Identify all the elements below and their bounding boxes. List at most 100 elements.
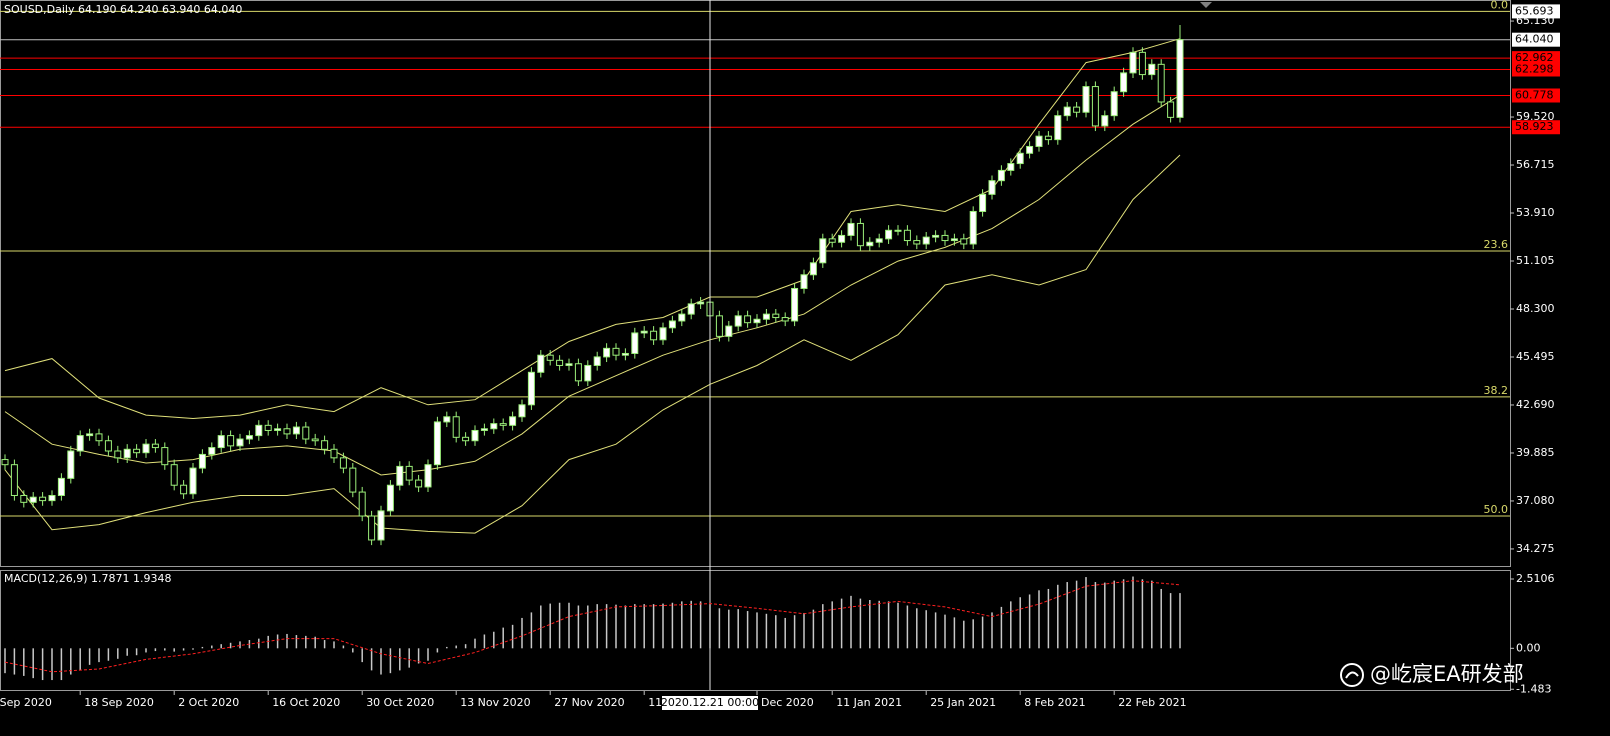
candle-body — [480, 428, 488, 431]
price-level-label: 58.923 — [1515, 120, 1554, 133]
candle-body — [1120, 72, 1128, 93]
candle-body — [161, 447, 169, 466]
candle-body — [1110, 91, 1118, 117]
candle-body — [377, 510, 385, 541]
candle-body — [415, 479, 423, 488]
x-tick-label: 2 Oct 2020 — [178, 696, 239, 709]
candle-body — [339, 457, 347, 469]
candle-body — [1129, 51, 1137, 74]
candle-body — [321, 440, 329, 450]
candle-body — [67, 450, 75, 479]
y-tick-label: 0.00 — [1516, 641, 1541, 654]
y-tick-label: 51.105 — [1516, 254, 1555, 267]
candle-body — [762, 313, 770, 320]
candle-body — [565, 363, 573, 366]
candle-body — [1073, 106, 1081, 113]
candle-body — [659, 327, 667, 341]
y-tick-label: 42.690 — [1516, 398, 1555, 411]
candle-body — [1091, 86, 1099, 127]
x-tick-label: 11 Jan 2021 — [836, 696, 902, 709]
candle-body — [922, 236, 930, 245]
candle-body — [1016, 152, 1024, 165]
candle-body — [245, 435, 253, 440]
x-tick-label: 13 Nov 2020 — [460, 696, 530, 709]
candle-body — [236, 438, 244, 447]
candle-body — [819, 238, 827, 264]
candle-body — [875, 238, 883, 243]
macd-pane-frame — [0, 570, 1511, 691]
y-tick-label: 45.495 — [1516, 350, 1555, 363]
y-tick-label: 59.520 — [1516, 110, 1555, 123]
candle-body — [1007, 163, 1015, 171]
candle-body — [753, 318, 761, 324]
candle-body — [631, 332, 639, 354]
bollinger-lower — [4, 154, 1181, 534]
y-tick-label: 2.5106 — [1516, 572, 1555, 585]
candle-body — [20, 494, 28, 503]
candle-body — [490, 423, 498, 430]
candle-body — [612, 347, 620, 356]
price-level-box — [1512, 32, 1560, 47]
watermark: @屹宸EA研发部 — [1370, 662, 1524, 686]
candle-body — [424, 464, 432, 488]
candle-body — [302, 426, 310, 440]
y-tick-label: 53.910 — [1516, 206, 1555, 219]
candle-body — [979, 193, 987, 212]
macd-header: MACD(12,26,9) 1.7871 1.9348 — [4, 572, 172, 585]
candle-body — [913, 240, 921, 245]
candle-body — [180, 484, 188, 495]
candle-body — [969, 210, 977, 245]
price-level-label: 64.040 — [1515, 33, 1554, 46]
candle-body — [86, 433, 94, 437]
candle-body — [838, 234, 846, 243]
candle-body — [264, 424, 272, 431]
candle-body — [1082, 86, 1090, 113]
candle-body — [678, 313, 686, 322]
candle-body — [283, 428, 291, 435]
y-tick-label: 37.080 — [1516, 494, 1555, 507]
candle-body — [997, 169, 1005, 182]
candle-body — [668, 320, 676, 329]
candle-body — [311, 438, 319, 442]
candle-body — [1176, 39, 1184, 118]
x-tick-label: 22 Feb 2021 — [1118, 696, 1186, 709]
candle-body — [1157, 63, 1165, 103]
candle-body — [734, 315, 742, 327]
candle-body — [744, 315, 752, 324]
price-level-box — [1512, 51, 1560, 66]
candle-body — [960, 238, 968, 245]
candle-body — [621, 352, 629, 356]
candle-body — [894, 229, 902, 232]
candle-body — [123, 448, 131, 459]
bollinger-upper — [4, 38, 1181, 420]
candle-body — [368, 515, 376, 541]
candle-body — [772, 313, 780, 319]
candle-body — [593, 356, 601, 366]
candle-body — [574, 363, 582, 382]
candle-body — [1035, 135, 1043, 147]
candle-body — [828, 238, 836, 243]
candle-body — [386, 484, 394, 512]
candle-body — [1, 459, 9, 466]
x-tick-label: Sep 2020 — [0, 696, 52, 709]
y-tick-label: 39.885 — [1516, 446, 1555, 459]
candle-body — [546, 354, 554, 361]
candle-body — [809, 262, 817, 276]
price-level-label: 65.693 — [1515, 4, 1554, 17]
candle-body — [10, 464, 18, 496]
x-tick-label: 18 Sep 2020 — [84, 696, 154, 709]
fib-label: 50.0 — [1484, 503, 1509, 516]
candle-body — [76, 435, 84, 452]
candle-body — [48, 494, 56, 502]
candle-body — [452, 416, 460, 438]
price-level-box — [1512, 88, 1560, 103]
candle-body — [114, 450, 122, 459]
candle-body — [189, 467, 197, 495]
candle-body — [537, 354, 545, 373]
x-tick-label: Dec 2020 — [761, 696, 814, 709]
candle-body — [170, 464, 178, 486]
watermark-icon — [1340, 663, 1364, 687]
x-tick-label: 16 Oct 2020 — [272, 696, 340, 709]
y-tick-label: 34.275 — [1516, 542, 1555, 555]
